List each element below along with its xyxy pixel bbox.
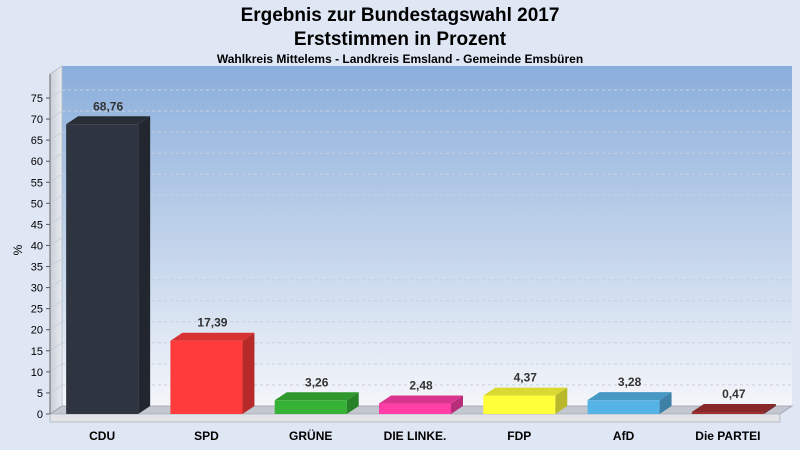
gridline-side (49, 131, 63, 141)
data-label: 17,39 (197, 316, 227, 330)
bar-front (691, 412, 764, 414)
bar-die-linke (379, 395, 463, 414)
plot-floor-front (49, 413, 781, 423)
data-label: 68,76 (93, 99, 123, 113)
bar-front (483, 395, 556, 414)
data-label: 0,47 (722, 387, 746, 401)
bar-top (587, 392, 672, 401)
y-tick-label: 75 (31, 93, 43, 105)
bar-side (138, 116, 151, 414)
labels-layer: % 68,76 CDU 17,39 SPD 3,26 GRÜNE 2,48 DIE LINKE.… (11, 99, 760, 443)
bar-front (587, 400, 660, 414)
bar-top (274, 392, 359, 401)
gridline-side (49, 300, 63, 310)
y-tick-label: 45 (31, 219, 43, 231)
data-label: 4,37 (514, 371, 538, 385)
x-tick-label: FDP (507, 429, 531, 443)
y-tick-label: 65 (31, 135, 43, 147)
x-tick-label: AfD (613, 429, 635, 443)
bar-front (274, 400, 347, 414)
gridline-side (49, 215, 63, 225)
y-tick-label: 10 (31, 367, 43, 379)
chart-title: Ergebnis zur Bundestagswahl 2017 Erststi… (0, 4, 800, 52)
gridline-side (49, 321, 63, 331)
chart-subtitle: Wahlkreis Mittelems - Landkreis Emsland … (216, 52, 584, 66)
bar-side (346, 392, 359, 414)
gridline-side (49, 342, 63, 352)
gridline-side (49, 152, 63, 162)
bar-top (170, 332, 255, 341)
bar-spd (170, 332, 255, 414)
y-tick-label: 70 (31, 114, 43, 126)
x-tick-label: SPD (194, 429, 219, 443)
gridline-side (49, 237, 63, 246)
y-tick-label: 40 (31, 240, 43, 252)
bars-layer (66, 116, 776, 414)
bar-afd (587, 392, 672, 414)
y-tick-label: 30 (31, 283, 43, 295)
bar-top (379, 395, 463, 404)
y-tick-label: 50 (31, 198, 43, 210)
gridline-side (49, 110, 63, 120)
y-tick-label: 60 (31, 156, 43, 168)
bar-front (379, 403, 451, 414)
bar-side (451, 395, 463, 414)
y-tick-label: 35 (31, 262, 43, 274)
data-label: 3,26 (305, 375, 329, 389)
bar-cdu (66, 116, 151, 414)
data-label: 3,28 (618, 375, 642, 389)
gridline-side (49, 363, 63, 373)
gridline-side (49, 384, 63, 394)
bar-side (763, 404, 776, 414)
y-axis-label: % (11, 244, 25, 255)
bar-front (170, 340, 243, 414)
bar-side (242, 332, 255, 414)
bar-side (659, 392, 672, 414)
data-label: 2,48 (409, 379, 433, 393)
gridline-side (49, 258, 63, 267)
y-tick-label: 5 (37, 388, 43, 400)
gridline-side (49, 89, 63, 99)
bar-top (691, 404, 776, 413)
y-tick-label: 0 (37, 409, 43, 421)
bar-side (555, 387, 568, 414)
x-tick-label: CDU (89, 429, 115, 443)
y-tick-label: 15 (31, 346, 43, 358)
y-tick-label: 25 (31, 304, 43, 316)
bar-fdp (483, 387, 568, 414)
bar-top (66, 116, 151, 125)
x-tick-label: DIE LINKE. (384, 429, 447, 443)
bar-gr-ne (274, 392, 359, 414)
y-tick-label: 20 (31, 325, 43, 337)
gridline-side (49, 194, 63, 204)
bar-top (483, 387, 568, 396)
x-tick-label: GRÜNE (289, 428, 332, 443)
x-tick-label: Die PARTEI (695, 429, 760, 443)
bar-die-partei (691, 404, 776, 414)
chart-title-line-2: Erststimmen in Prozent (293, 29, 507, 50)
bar-front (66, 124, 139, 414)
y-tick-label: 55 (31, 177, 43, 189)
chart-title-line-1: Ergebnis zur Bundestagswahl 2017 (240, 5, 560, 26)
gridline-side (49, 279, 63, 289)
gridline-side (49, 173, 63, 183)
